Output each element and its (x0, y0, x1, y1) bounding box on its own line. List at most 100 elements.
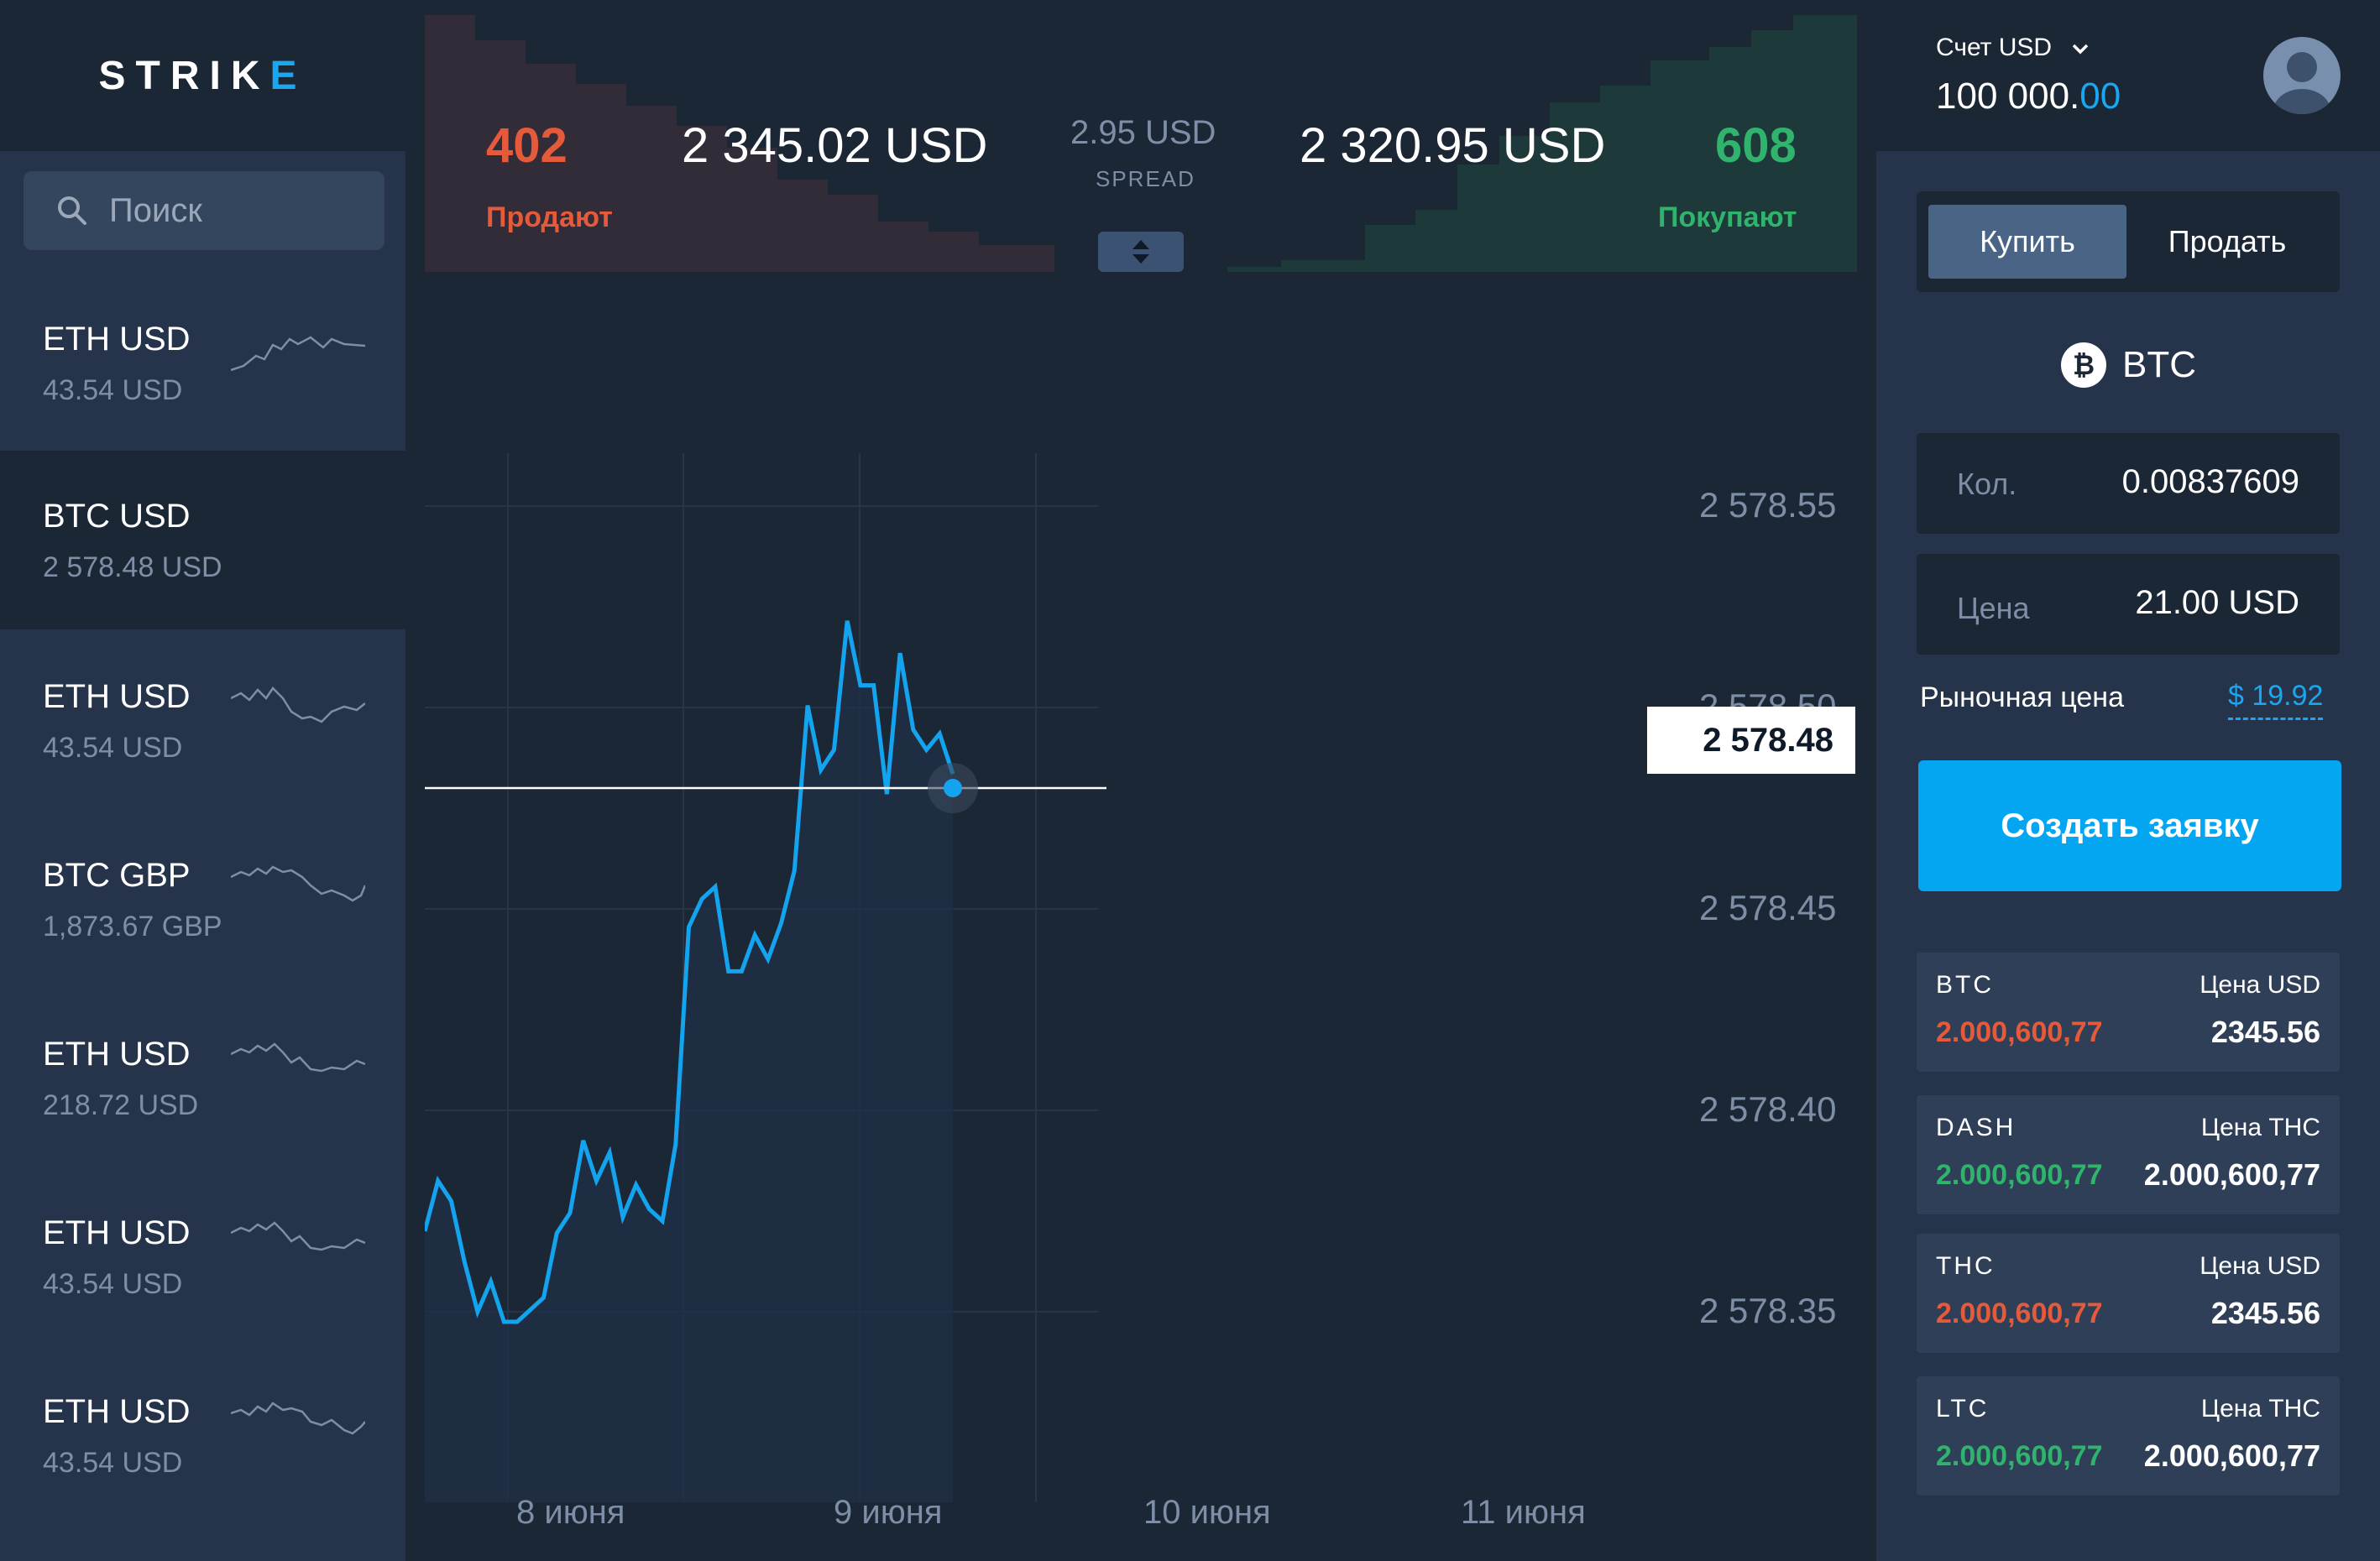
asset-card[interactable]: THC Цена USD 2.000,600,77 2345.56 (1917, 1234, 2340, 1353)
quantity-field[interactable]: Кол. 0.00837609 (1917, 433, 2340, 534)
asset-card[interactable]: LTC Цена THC 2.000,600,77 2.000,600,77 (1917, 1376, 2340, 1496)
asset-symbol: BTC (1936, 971, 1994, 999)
buy-depth-area (1227, 15, 1857, 272)
bitcoin-icon: ₿ (2061, 342, 2106, 388)
asset-price: 2.000,600,77 (2143, 1157, 2320, 1192)
asset-amount: 2.000,600,77 (1936, 1159, 2103, 1191)
asset-price: 2345.56 (2210, 1296, 2320, 1330)
sort-arrows-icon (1132, 240, 1149, 264)
asset-card[interactable]: DASH Цена THC 2.000,600,77 2.000,600,77 (1917, 1095, 2340, 1214)
spread-label: SPREAD (1096, 166, 1195, 191)
quantity-label: Кол. (1957, 467, 2017, 501)
sparkline-icon (231, 687, 365, 723)
pair-item[interactable]: BTC GBP 1,873.67 GBP (0, 808, 405, 987)
account-balance: 100 000.00 (1936, 76, 2121, 117)
pair-price: 43.54 USD (43, 1268, 183, 1300)
account-label: Счет USD (1936, 34, 2053, 61)
coin-selector[interactable]: ₿ BTC (1917, 336, 2340, 394)
pair-name: BTC USD (43, 498, 191, 535)
depth-chart (425, 15, 1857, 272)
price-value: 21.00 USD (2135, 584, 2299, 621)
user-icon (2273, 52, 2330, 114)
price-label: Цена (1957, 591, 2030, 625)
tab-buy[interactable]: Купить (1928, 205, 2126, 279)
pair-item[interactable]: ETH USD 218.72 USD (0, 987, 405, 1166)
pair-price: 43.54 USD (43, 732, 183, 764)
x-tick: 11 июня (1461, 1494, 1586, 1531)
sell-depth-area (425, 15, 1054, 272)
asset-price: 2.000,600,77 (2143, 1438, 2320, 1473)
asset-symbol: THC (1936, 1252, 1996, 1280)
pair-price: 218.72 USD (43, 1089, 199, 1121)
x-tick: 8 июня (516, 1494, 625, 1531)
avatar[interactable] (2263, 37, 2341, 114)
pair-name: ETH USD (43, 678, 191, 715)
current-price-dot (944, 779, 962, 797)
sell-count: 402 (486, 118, 568, 173)
search-input[interactable]: Поиск (24, 171, 384, 250)
pair-name: ETH USD (43, 321, 191, 358)
app-logo[interactable]: STRIKE (98, 53, 307, 98)
sparkline-icon (231, 336, 365, 372)
pair-name: ETH USD (43, 1393, 191, 1430)
price-field[interactable]: Цена 21.00 USD (1917, 554, 2340, 655)
asset-price-label: Цена THC (2200, 1395, 2320, 1423)
pair-price: 2 578.48 USD (43, 551, 222, 583)
svg-text:₿: ₿ (2073, 349, 2095, 381)
buy-label: Покупают (1658, 201, 1797, 233)
current-price-flag: 2 578.48 (1647, 707, 1855, 774)
asset-amount: 2.000,600,77 (1936, 1016, 2103, 1048)
x-tick: 10 июня (1143, 1494, 1271, 1531)
tab-sell[interactable]: Продать (2168, 224, 2287, 258)
pair-name: ETH USD (43, 1036, 191, 1073)
sell-price: 2 345.02 USD (682, 118, 988, 173)
y-tick: 2 578.40 (1699, 1089, 1837, 1129)
pair-price: 1,873.67 GBP (43, 911, 222, 942)
sparkline-icon (231, 1042, 365, 1073)
asset-amount: 2.000,600,77 (1936, 1440, 2103, 1472)
search-placeholder: Поиск (109, 191, 202, 229)
pair-price: 43.54 USD (43, 374, 183, 406)
price-line (425, 620, 955, 1324)
sparkline-icon (231, 1402, 365, 1435)
logo-bar: STRIKE (0, 0, 405, 151)
search-icon (58, 196, 86, 225)
asset-price-label: Цена USD (2200, 1252, 2320, 1280)
coin-label: BTC (2122, 344, 2196, 385)
create-order-button[interactable]: Создать заявку (1918, 760, 2341, 891)
chevron-down-icon (2073, 44, 2089, 55)
sell-label: Продают (486, 201, 613, 233)
asset-amount: 2.000,600,77 (1936, 1297, 2103, 1329)
market-price-value[interactable]: $ 19.92 (2228, 680, 2324, 720)
y-tick: 2 578.45 (1699, 888, 1837, 927)
pair-item-active[interactable]: BTC USD 2 578.48 USD (0, 451, 405, 629)
pair-item[interactable]: ETH USD 43.54 USD (0, 1166, 405, 1344)
asset-symbol: LTC (1936, 1395, 1990, 1423)
asset-price: 2345.56 (2210, 1015, 2320, 1049)
pair-name: ETH USD (43, 1214, 191, 1251)
y-tick: 2 578.55 (1699, 485, 1837, 525)
market-price-label: Рыночная цена (1920, 681, 2124, 713)
quantity-value: 0.00837609 (2121, 463, 2299, 500)
account-selector[interactable]: Счет USD (1936, 34, 2090, 62)
buy-count: 608 (1715, 118, 1797, 173)
spread-toggle-button[interactable] (1098, 232, 1184, 272)
pair-name: BTC GBP (43, 857, 191, 894)
pair-item[interactable]: ETH USD 43.54 USD (0, 1344, 405, 1523)
sparkline-icon (231, 1221, 365, 1251)
price-area-fill (425, 620, 953, 1502)
pair-item[interactable]: ETH USD 43.54 USD (0, 629, 405, 808)
price-chart (425, 453, 1106, 1502)
pair-price: 43.54 USD (43, 1447, 183, 1479)
buy-price: 2 320.95 USD (1300, 118, 1606, 173)
y-tick: 2 578.35 (1699, 1291, 1837, 1330)
asset-card[interactable]: BTC Цена USD 2.000,600,77 2345.56 (1917, 953, 2340, 1072)
spread-value: 2.95 USD (1070, 114, 1216, 151)
asset-symbol: DASH (1936, 1114, 2016, 1141)
asset-price-label: Цена THC (2200, 1114, 2320, 1141)
pair-item[interactable]: ETH USD 43.54 USD (0, 272, 405, 451)
x-tick: 9 июня (834, 1494, 943, 1531)
sparkline-icon (231, 865, 365, 902)
asset-price-label: Цена USD (2200, 971, 2320, 999)
sidebar (0, 0, 405, 1561)
